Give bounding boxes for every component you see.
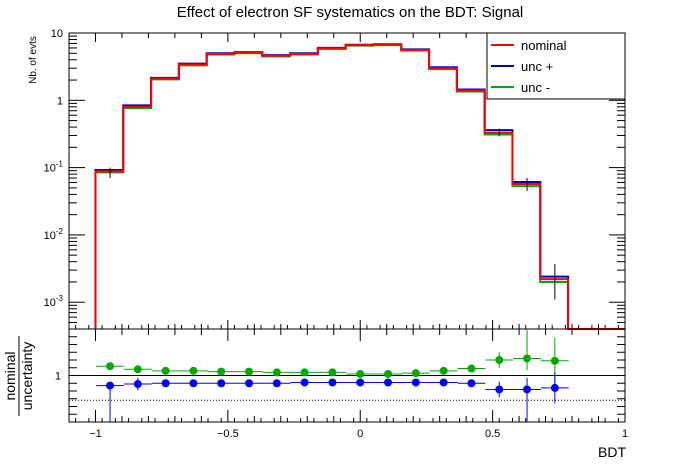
- histogram-error-bars: [109, 128, 556, 300]
- histogram-lines: [94, 43, 625, 330]
- x-tick-label: 1: [622, 428, 628, 440]
- ratio-point: [272, 379, 281, 388]
- ratio-point: [106, 362, 115, 371]
- upper-y-tick-label: 1: [57, 95, 63, 107]
- lower-y-axis-label: nominal uncertainty: [2, 336, 35, 416]
- x-tick-label: −0.5: [217, 428, 239, 440]
- histogram-line-nominal: [94, 43, 625, 330]
- ratio-numerator-label: nominal: [2, 351, 18, 400]
- legend-entry: nominal: [491, 38, 567, 53]
- ratio-point: [300, 378, 309, 387]
- ratio-point: [356, 369, 365, 378]
- ratio-point: [411, 378, 420, 387]
- lower-panel: −1 −0.5 0 0.5 1 1 BDT nominal uncertainty: [2, 328, 628, 460]
- x-axis-label: BDT: [598, 444, 626, 460]
- legend-label: nominal: [521, 38, 567, 53]
- upper-y-tick-label: 10: [51, 28, 63, 40]
- ratio-point: [245, 379, 254, 388]
- ratio-point: [133, 380, 142, 389]
- lower-axis-ticks: [68, 329, 626, 422]
- legend-entry: unc -: [491, 80, 550, 95]
- upper-y-tick-labels: 10-3 10-2 10-1 1 10: [44, 28, 64, 309]
- ratio-point: [272, 368, 281, 377]
- legend-label: unc +: [521, 59, 553, 74]
- ratio-point: [467, 364, 476, 373]
- ratio-points: [96, 329, 569, 422]
- ratio-point: [495, 385, 504, 394]
- ratio-point: [328, 368, 337, 377]
- upper-y-tick-label: 10-2: [44, 227, 64, 242]
- ratio-reference-lines: [69, 375, 625, 401]
- ratio-point: [384, 369, 393, 378]
- legend-entry: unc +: [491, 59, 553, 74]
- ratio-point: [189, 379, 198, 388]
- x-tick-label: −1: [89, 428, 102, 440]
- ratio-point: [550, 383, 559, 392]
- legend-label: unc -: [521, 80, 550, 95]
- x-tick-label: 0.5: [485, 428, 500, 440]
- ratio-point: [217, 367, 226, 376]
- upper-panel: 10-3 10-2 10-1 1 10 Nb. of evts: [28, 28, 626, 330]
- ratio-point: [300, 368, 309, 377]
- ratio-denominator-label: uncertainty: [19, 342, 35, 410]
- x-tick-label: 0: [357, 428, 363, 440]
- lower-y-tick-label: 1: [55, 371, 61, 383]
- ratio-point: [245, 367, 254, 376]
- ratio-point: [384, 378, 393, 387]
- ratio-point: [189, 366, 198, 375]
- upper-axis-ticks: [68, 33, 626, 330]
- ratio-point: [133, 365, 142, 374]
- upper-y-tick-label: 10-1: [44, 160, 64, 175]
- ratio-point: [467, 379, 476, 388]
- lower-y-tick-labels: 1: [55, 371, 85, 383]
- ratio-series-unc-: [96, 372, 569, 422]
- ratio-point: [217, 379, 226, 388]
- ratio-point: [106, 381, 115, 390]
- ratio-point: [328, 378, 337, 387]
- ratio-point: [356, 378, 365, 387]
- ratio-point: [161, 366, 170, 375]
- ratio-point: [439, 366, 448, 375]
- x-tick-labels: −1 −0.5 0 0.5 1: [89, 428, 628, 440]
- ratio-series-unc-: [96, 329, 569, 385]
- ratio-point: [439, 378, 448, 387]
- ratio-point: [523, 385, 532, 394]
- chart-title: Effect of electron SF systematics on the…: [177, 4, 524, 21]
- upper-y-axis-label: Nb. of evts: [28, 36, 39, 84]
- ratio-point: [523, 354, 532, 363]
- ratio-point: [161, 379, 170, 388]
- ratio-point: [411, 369, 420, 378]
- legend: nominal unc + unc -: [486, 32, 626, 100]
- ratio-point: [495, 356, 504, 364]
- ratio-point: [550, 356, 559, 365]
- upper-y-tick-label: 10-3: [44, 294, 64, 309]
